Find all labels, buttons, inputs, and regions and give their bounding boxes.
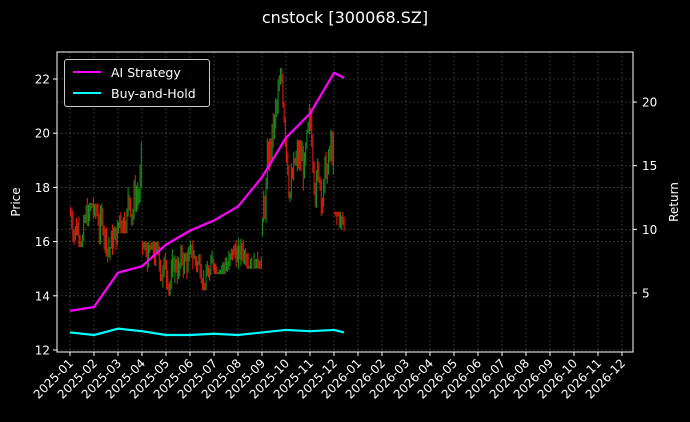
legend-label: Buy-and-Hold xyxy=(111,85,196,101)
y2-axis-label: Return xyxy=(667,182,681,222)
y-axis-left: 12 14 16 18 20 22 xyxy=(35,73,57,358)
legend-item-ai-strategy: AI Strategy xyxy=(73,63,181,81)
svg-text:22: 22 xyxy=(35,73,50,87)
svg-text:16: 16 xyxy=(35,235,50,249)
svg-text:5: 5 xyxy=(642,287,650,301)
y-axis-right: 5 10 15 20 xyxy=(633,96,657,301)
svg-text:15: 15 xyxy=(642,159,657,173)
y-axis-label: Price xyxy=(9,187,23,216)
x-axis: 2025-012025-022025-032025-042025-052025-… xyxy=(31,352,628,402)
legend-item-buy-and-hold: Buy-and-Hold xyxy=(73,84,196,102)
grid-lines xyxy=(57,52,633,352)
svg-text:18: 18 xyxy=(35,181,50,195)
legend-swatch-cyan xyxy=(73,91,101,95)
svg-text:14: 14 xyxy=(35,289,50,303)
return-lines xyxy=(69,71,345,337)
svg-text:10: 10 xyxy=(642,223,657,237)
legend-label: AI Strategy xyxy=(111,64,181,80)
legend-swatch-magenta xyxy=(73,70,101,74)
svg-text:20: 20 xyxy=(642,96,657,110)
legend: AI Strategy Buy-and-Hold xyxy=(64,59,210,107)
svg-text:20: 20 xyxy=(35,127,50,141)
price-candles xyxy=(69,68,345,296)
plot-frame xyxy=(56,51,634,353)
svg-text:12: 12 xyxy=(35,344,50,358)
chart-title: cnstock [300068.SZ] xyxy=(261,8,429,27)
